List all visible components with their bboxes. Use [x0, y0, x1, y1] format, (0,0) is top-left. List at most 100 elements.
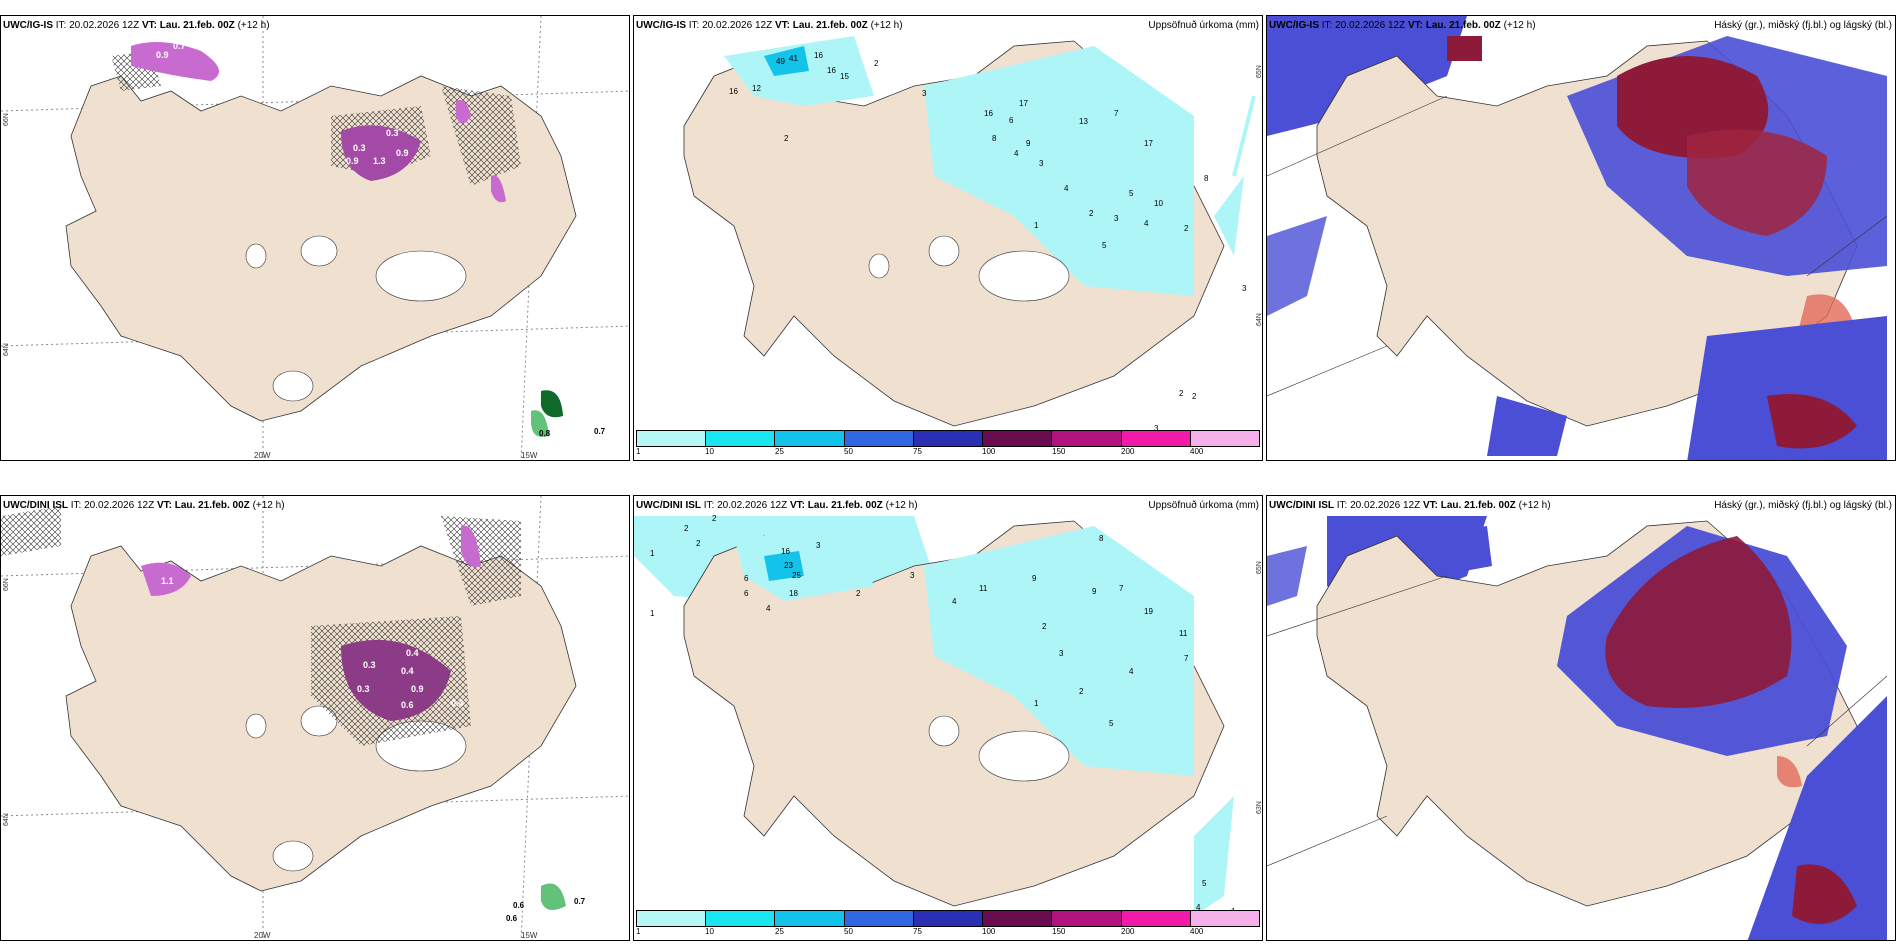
- colorbar-tick: 100: [982, 927, 996, 936]
- lat-label: 65N: [1256, 561, 1263, 574]
- precip-label: 8: [1099, 534, 1104, 543]
- precip-label: 6: [1009, 116, 1014, 125]
- precip-map-row1: 49 41 16 16 15 2 16 12 2 16 17 6 13 3 8 …: [683, 36, 1256, 433]
- wind-label: 0.9: [396, 148, 409, 158]
- precip-label: 9: [1092, 587, 1097, 596]
- lat-label: 65N: [1256, 65, 1263, 78]
- wind-label: 0.3: [363, 660, 376, 670]
- colorbar-tick: 25: [775, 927, 784, 936]
- wind-map-row2: 1.1 0.4 0.3 0.4 0.3 0.9 0.6 0.4 0.6 0.6 …: [1, 496, 629, 940]
- precip-label: 3: [1114, 214, 1119, 223]
- precip-label: 16: [729, 87, 738, 96]
- precip-label: 2: [712, 514, 717, 523]
- colorbar-cell: [913, 911, 984, 926]
- panel-precip-row1: 49 41 16 16 15 2 16 12 2 16 17 6 13 3 8 …: [633, 15, 1263, 461]
- precip-label: 3: [1154, 424, 1159, 433]
- precip-label: 3: [910, 571, 915, 580]
- lon-label: 20W: [254, 451, 271, 460]
- colorbar-tick: 100: [982, 447, 996, 456]
- colorbar-cell: [775, 431, 845, 446]
- colorbar-cell: [637, 911, 707, 926]
- precip-title: Uppsöfnuð úrkoma (mm): [1148, 20, 1259, 31]
- panel-header: UWC/IG-IS IT: 20.02.2026 12Z VT: Lau. 21…: [1269, 20, 1536, 31]
- lon-label: 15W: [521, 931, 538, 940]
- panel-header: UWC/DINI ISL IT: 20.02.2026 12Z VT: Lau.…: [3, 500, 285, 511]
- precip-label: 2: [1179, 389, 1184, 398]
- lat-label: 66N: [3, 578, 10, 591]
- precip-labels: 2 2 2 1 1 3 16 23 25 18 6 6 4 2 3 11 9 8…: [650, 514, 1236, 916]
- wind-map-row1: 0.7 0.9 0.3 0.3 0.9 1.3 0.9 0.8 0.7: [1, 16, 629, 460]
- colorbar-tick: 10: [705, 447, 714, 456]
- precip-label: 4: [766, 604, 771, 613]
- precip-label: 5: [1102, 241, 1107, 250]
- lat-label: 63N: [1256, 801, 1263, 814]
- precip-label: 2: [856, 589, 861, 598]
- colorbar-cell: [1190, 911, 1259, 926]
- precip-label: 5: [1202, 879, 1207, 888]
- wind-label: 0.4: [401, 666, 414, 676]
- colorbar-tick: 400: [1190, 447, 1204, 456]
- colorbar-cell: [1052, 911, 1122, 926]
- colorbar-cell: [706, 431, 776, 446]
- precip-label: 19: [1144, 607, 1153, 616]
- colorbar-tick: 150: [1052, 447, 1066, 456]
- lon-label: 15W: [521, 451, 538, 460]
- precip-label: 9: [1026, 139, 1031, 148]
- precip-label: 7: [1119, 584, 1124, 593]
- colorbar-cell: [775, 911, 845, 926]
- precip-label: 16: [814, 51, 823, 60]
- colorbar-tick: 400: [1190, 927, 1204, 936]
- wind-label: 0.8: [539, 429, 551, 438]
- colorbar-cell: [983, 911, 1053, 926]
- precip-label: 1: [1034, 699, 1039, 708]
- panel-precip-row2: 2 2 2 1 1 3 16 23 25 18 6 6 4 2 3 11 9 8…: [633, 495, 1263, 941]
- precip-label: 16: [781, 547, 790, 556]
- wind-label: 1.1: [161, 576, 174, 586]
- colorbar-tick: 200: [1121, 447, 1135, 456]
- precip-label: 5: [1129, 189, 1134, 198]
- wind-label: 0.4: [451, 698, 464, 708]
- lat-label: 64N: [1256, 313, 1263, 326]
- wind-label: 0.9: [346, 156, 359, 166]
- precip-label: 15: [840, 72, 849, 81]
- wind-label: 0.7: [594, 427, 606, 436]
- colorbar-cell: [637, 431, 707, 446]
- colorbar-tick: 75: [913, 927, 922, 936]
- wind-label: 0.3: [357, 684, 370, 694]
- precip-label: 18: [789, 589, 798, 598]
- panel-header: UWC/IG-IS IT: 20.02.2026 12Z VT: Lau. 21…: [636, 20, 903, 31]
- precip-label: 17: [1144, 139, 1153, 148]
- precip-label: 2: [1089, 209, 1094, 218]
- cloud-title: Háský (gr.), miðský (fj.bl.) og lágský (…: [1714, 20, 1892, 31]
- colorbar-cell: [844, 911, 914, 926]
- colorbar-tick: 50: [844, 447, 853, 456]
- precip-label: 4: [1064, 184, 1069, 193]
- precip-label: 4: [1014, 149, 1019, 158]
- colorbar-cell: [913, 431, 984, 446]
- panel-header: UWC/IG-IS IT: 20.02.2026 12Z VT: Lau. 21…: [3, 20, 270, 31]
- precip-label: 11: [979, 584, 988, 593]
- colorbar-cell: [1190, 431, 1259, 446]
- precip-label: 23: [784, 561, 793, 570]
- colorbar-cell: [706, 911, 776, 926]
- precip-labels: 49 41 16 16 15 2 16 12 2 16 17 6 13 3 8 …: [729, 51, 1247, 433]
- precip-label: 11: [1179, 629, 1188, 638]
- wind-label: 0.9: [156, 50, 169, 60]
- precip-title: Uppsöfnuð úrkoma (mm): [1148, 500, 1259, 511]
- precip-label: 3: [1059, 649, 1064, 658]
- precip-map-row2: 2 2 2 1 1 3 16 23 25 18 6 6 4 2 3 11 9 8…: [634, 514, 1236, 916]
- wind-label: 0.7: [173, 41, 186, 51]
- precip-label: 16: [827, 66, 836, 75]
- colorbar-tick: 75: [913, 447, 922, 456]
- cloud-map-row2: [1267, 516, 1888, 940]
- precip-label: 6: [744, 589, 749, 598]
- precip-label: 3: [816, 541, 821, 550]
- wind-label: 0.6: [401, 700, 414, 710]
- precip-label: 2: [874, 59, 879, 68]
- precip-label: 2: [684, 524, 689, 533]
- precip-label: 41: [789, 54, 798, 63]
- lat-label: 64N: [3, 343, 10, 356]
- panel-cloud-row2: UWC/DINI ISL IT: 20.02.2026 12Z VT: Lau.…: [1266, 495, 1896, 941]
- precip-label: 2: [784, 134, 789, 143]
- precip-label: 2: [1184, 224, 1189, 233]
